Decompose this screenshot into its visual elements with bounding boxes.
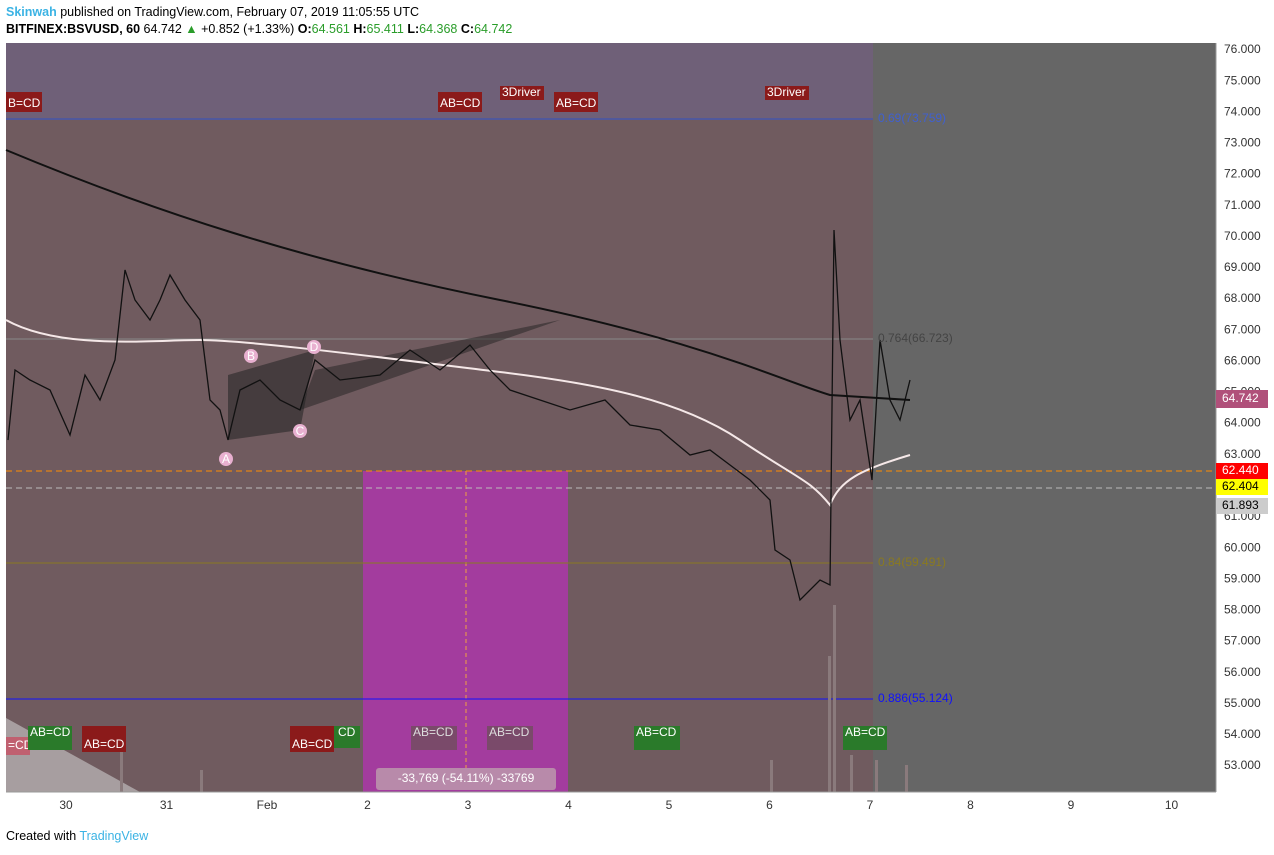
volume — [120, 605, 908, 792]
author: Skinwah — [6, 5, 57, 19]
footer: Created with TradingView — [6, 829, 148, 843]
fib-label: 0.84(59.491) — [878, 555, 946, 569]
last: 64.742 — [143, 22, 182, 36]
pattern-label: AB=CD — [84, 737, 125, 751]
fib-label: 0.69(73.759) — [878, 111, 946, 125]
pattern-label: AB=CD — [440, 96, 481, 110]
price-tick-label: 72.000 — [1224, 167, 1261, 181]
low: 64.368 — [419, 22, 458, 36]
point-label: C — [296, 424, 305, 438]
price-tick-label: 67.000 — [1224, 322, 1261, 336]
date-tick-label: 30 — [59, 798, 73, 812]
date-tick-label: 3 — [465, 798, 472, 812]
published: published on TradingView.com, February 0… — [60, 5, 419, 19]
measure-label: -33,769 (-54.11%) -33769 — [398, 771, 535, 785]
high: 65.411 — [366, 22, 404, 36]
point-label: B — [247, 349, 255, 363]
price-tick-label: 53.000 — [1224, 758, 1261, 772]
price-tick-label: 58.000 — [1224, 603, 1261, 617]
price-tick-label: 60.000 — [1224, 540, 1261, 554]
price-tick-label: 68.000 — [1224, 291, 1261, 305]
h: H: — [353, 22, 367, 36]
price-tick-label: 70.000 — [1224, 229, 1261, 243]
price-tick-label: 59.000 — [1224, 571, 1261, 585]
pattern-label: AB=CD — [489, 725, 530, 739]
date-tick-label: Feb — [257, 798, 278, 812]
pattern-label: 3Driver — [767, 85, 806, 99]
created: Created with — [6, 829, 77, 843]
pattern-label: AB=CD — [413, 725, 454, 739]
price-badge: 61.893 — [1222, 498, 1259, 512]
price-tick-label: 56.000 — [1224, 665, 1261, 679]
date-tick-label: 5 — [666, 798, 673, 812]
pattern-label: AB=CD — [636, 725, 677, 739]
date-tick-label: 4 — [565, 798, 572, 812]
close: 64.742 — [474, 22, 513, 36]
pattern-label: AB=CD — [292, 737, 333, 751]
price-tick-label: 55.000 — [1224, 696, 1261, 710]
price-tick-label: 76.000 — [1224, 42, 1261, 56]
pattern-label: B=CD — [8, 96, 41, 110]
price-tick-label: 57.000 — [1224, 634, 1261, 648]
fib-label: 0.886(55.124) — [878, 691, 953, 705]
pattern-label: AB=CD — [556, 96, 597, 110]
pattern-label: AB=CD — [845, 725, 886, 739]
publish-line: Skinwah published on TradingView.com, Fe… — [6, 5, 419, 19]
symbol: BITFINEX:BSVUSD, 60 — [6, 22, 141, 36]
o: O: — [297, 22, 312, 36]
price-tick-label: 69.000 — [1224, 260, 1261, 274]
price-badge: 62.404 — [1222, 479, 1259, 493]
price-tick-label: 66.000 — [1224, 353, 1261, 367]
ma-fast — [5, 319, 911, 507]
price — [7, 229, 911, 602]
open: 64.561 — [311, 22, 350, 36]
price-tick-label: 54.000 — [1224, 727, 1261, 741]
pattern-label: 3Driver — [502, 85, 541, 99]
price-tick-label: 73.000 — [1224, 136, 1261, 150]
symbol-line: BITFINEX:BSVUSD, 60 64.742 ▲ +0.852 (+1.… — [6, 22, 513, 36]
l: L: — [407, 22, 420, 36]
change: +0.852 (+1.33%) — [201, 22, 295, 36]
point-label: A — [222, 452, 230, 466]
price-tick-label: 64.000 — [1224, 416, 1261, 430]
pattern-label: CD — [338, 725, 356, 739]
date-tick-label: 2 — [364, 798, 371, 812]
price-tick-label: 71.000 — [1224, 198, 1261, 212]
measure-box — [363, 471, 568, 792]
date-tick-label: 9 — [1068, 798, 1075, 812]
price-tick-label: 63.000 — [1224, 447, 1261, 461]
price-badge: 64.742 — [1222, 391, 1259, 405]
chart: 0.69(73.759) 0.764(66.723) 0.84(59.491) … — [5, 42, 1268, 812]
abcd-shape — [228, 350, 315, 440]
date-tick-label: 8 — [967, 798, 974, 812]
date-tick-label: 6 — [766, 798, 773, 812]
price-tick-label: 74.000 — [1224, 104, 1261, 118]
ma-slow — [5, 149, 911, 401]
price-tick-label: 75.000 — [1224, 73, 1261, 87]
date-tick-label: 10 — [1165, 798, 1179, 812]
point-label: D — [310, 340, 319, 354]
fib-label: 0.764(66.723) — [878, 331, 953, 345]
date-tick-label: 7 — [867, 798, 874, 812]
price-badge: 62.440 — [1222, 463, 1259, 477]
pattern-label: AB=CD — [30, 725, 71, 739]
wedge — [300, 320, 560, 410]
pattern-label: =CD — [8, 738, 33, 752]
date-tick-label: 31 — [160, 798, 174, 812]
brand: TradingView — [79, 829, 149, 843]
c: C: — [460, 22, 475, 36]
